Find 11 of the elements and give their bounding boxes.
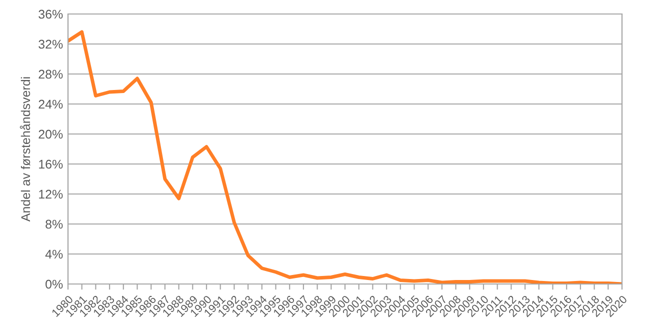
y-tick-label: 4%: [45, 250, 63, 259]
y-tick-label: 32%: [38, 40, 63, 49]
y-tick-label: 8%: [46, 220, 63, 229]
y-axis-title: Andel av førstehåndsverdi: [20, 77, 30, 222]
y-tick-label: 28%: [38, 70, 63, 79]
y-tick-label: 20%: [38, 130, 63, 139]
y-tick-label: 24%: [38, 100, 63, 109]
y-tick-label: 0%: [46, 280, 63, 289]
y-tick-label: 12%: [39, 190, 63, 199]
y-tick-label: 16%: [39, 160, 63, 169]
y-tick-label: 36%: [38, 10, 63, 19]
